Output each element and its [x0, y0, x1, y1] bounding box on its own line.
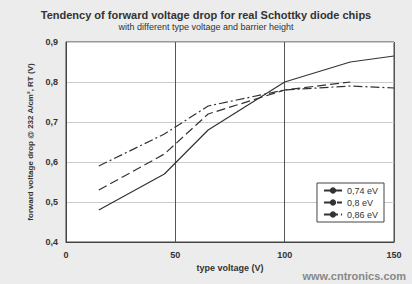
- svg-text:forward voltage drop @ 232 A/c: forward voltage drop @ 232 A/cm², RT (V): [26, 63, 35, 221]
- svg-text:0,6: 0,6: [45, 157, 58, 167]
- svg-text:with different type voltage an: with different type voltage and barrier …: [118, 22, 294, 32]
- svg-text:50: 50: [170, 250, 180, 260]
- svg-text:100: 100: [277, 250, 292, 260]
- svg-text:0,4: 0,4: [45, 237, 58, 247]
- svg-text:0,8 eV: 0,8 eV: [347, 198, 373, 208]
- svg-text:0,8: 0,8: [45, 77, 58, 87]
- svg-text:type voltage (V): type voltage (V): [196, 263, 263, 273]
- svg-text:0: 0: [63, 250, 68, 260]
- svg-text:150: 150: [386, 250, 401, 260]
- svg-text:Tendency of forward voltage dr: Tendency of forward voltage drop for rea…: [41, 9, 371, 21]
- svg-text:0,5: 0,5: [45, 197, 58, 207]
- svg-text:0,9: 0,9: [45, 37, 58, 47]
- svg-text:www.cntronics.com: www.cntronics.com: [301, 270, 406, 282]
- svg-text:0,74 eV: 0,74 eV: [347, 186, 378, 196]
- svg-text:0,86 eV: 0,86 eV: [347, 210, 378, 220]
- svg-text:0,7: 0,7: [45, 117, 58, 127]
